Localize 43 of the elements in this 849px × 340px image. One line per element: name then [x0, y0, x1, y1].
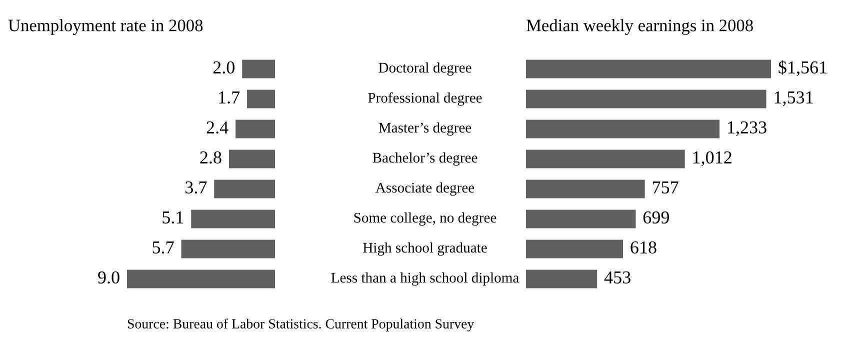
data-label: 453	[604, 271, 630, 284]
data-label: 2.0	[213, 61, 234, 74]
y-tick-label: High school graduate	[363, 242, 487, 256]
bar	[242, 60, 275, 78]
data-label: 618	[630, 241, 656, 254]
bar	[526, 150, 685, 168]
data-label: 9.0	[98, 271, 120, 284]
data-label: $1,561	[778, 60, 827, 76]
y-tick-label: Less than a high school diploma	[331, 272, 519, 286]
data-label: 3.7	[186, 181, 207, 194]
y-tick-label: Bachelor’s degree	[372, 152, 478, 166]
bar	[526, 120, 720, 138]
data-label: 5.7	[152, 242, 174, 254]
bar	[526, 60, 771, 78]
chart-title: Median weekly earnings in 2008	[526, 19, 753, 35]
data-label: 699	[643, 211, 669, 224]
bar	[228, 150, 275, 168]
y-tick-label: Some college, no degree	[354, 212, 496, 226]
bar	[214, 180, 275, 198]
bar	[526, 210, 636, 228]
bar	[181, 240, 275, 258]
data-label: 2.8	[200, 151, 222, 164]
source-note: Source: Bureau of Labor Statistics. Current Population Survey	[128, 318, 474, 332]
bar	[526, 240, 623, 258]
data-label: 1.7	[219, 91, 240, 104]
bar	[127, 270, 275, 288]
data-label: 1,012	[693, 151, 732, 166]
bar	[526, 90, 766, 108]
y-tick-label: Doctoral degree	[378, 62, 472, 76]
data-label: 757	[652, 182, 678, 194]
y-tick-label: Professional degree	[368, 92, 482, 106]
data-label: 5.1	[162, 211, 184, 224]
data-label: 1,233	[728, 121, 766, 136]
data-label: 1,531	[774, 91, 813, 106]
data-label: 2.4	[206, 121, 228, 134]
bar	[247, 90, 275, 108]
bar	[526, 270, 598, 288]
chart-title: Unemployment rate in 2008	[8, 19, 203, 35]
bar	[526, 180, 645, 198]
bar	[236, 120, 275, 138]
y-tick-label: Associate degree	[376, 182, 474, 196]
bar	[191, 210, 275, 228]
y-tick-label: Master’s degree	[378, 122, 472, 136]
